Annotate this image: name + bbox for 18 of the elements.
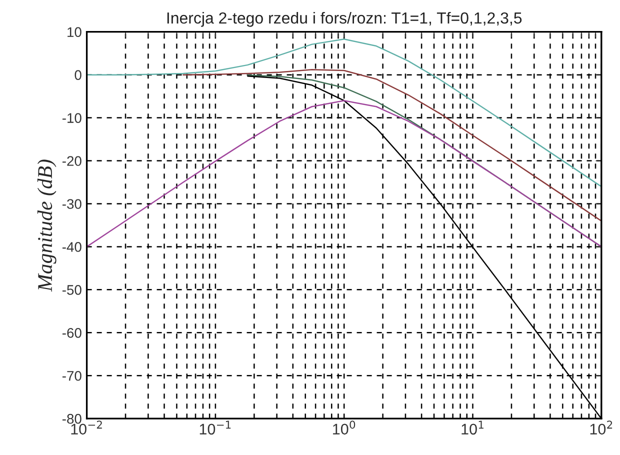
y-tick-label: -30 [62, 199, 82, 209]
y-tick-label: -70 [62, 370, 82, 381]
y-tick-label: -50 [62, 285, 82, 295]
x-tick-label: 10$^{−1}$ [200, 420, 231, 435]
y-tick-label: -10 [62, 113, 82, 123]
y-tick-label: -60 [62, 328, 82, 338]
line-series [86, 38, 602, 188]
y-tick-label: -20 [62, 156, 82, 166]
x-tick-label: 10$^{0}$ [333, 420, 356, 435]
chart-title: Inercja 2-tego rzedu i fors/rozn: T1=1, Tf=0,1,2,3,5 [167, 12, 522, 27]
x-tick-label: 10$^{1}$ [462, 420, 484, 435]
y-axis-title: Magnitude (dB) [37, 160, 56, 292]
x-tick-label: 10$^{2}$ [590, 420, 612, 435]
y-tick-label: 0 [74, 70, 82, 80]
y-tick-label: -40 [62, 242, 82, 252]
line-series [86, 100, 602, 248]
line-series [182, 69, 602, 222]
y-tick-label: 10 [68, 27, 82, 38]
